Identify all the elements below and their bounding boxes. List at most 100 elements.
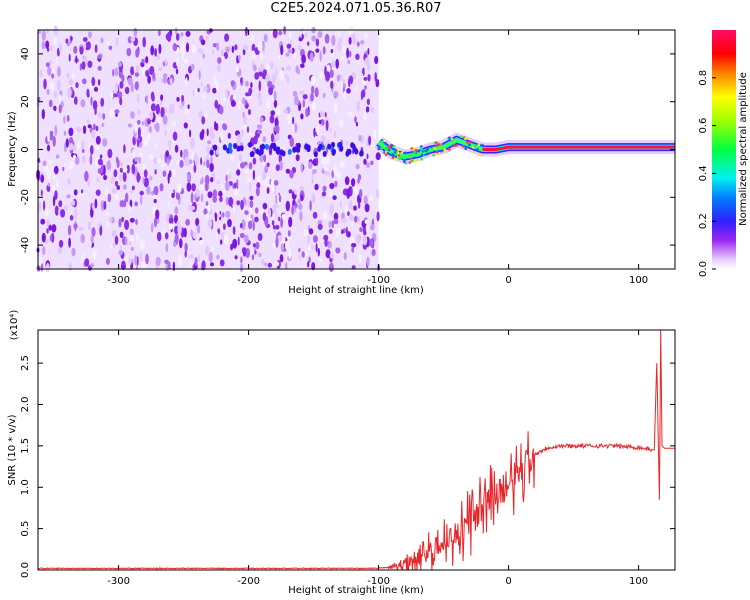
noise-band-speck [327,143,332,150]
noise-speck [46,144,51,152]
signal-speck [384,150,388,153]
noise-speck [192,231,197,239]
noise-speck [49,234,53,242]
noise-speck [238,54,241,61]
noise-speck [353,215,358,223]
noise-speck [295,65,299,74]
noise-speck [318,257,323,262]
signal-speck [412,147,416,151]
noise-speck [201,176,204,184]
noise-speck [158,43,162,55]
noise-speck [299,90,305,96]
noise-speck [95,145,100,150]
signal-speck [393,148,396,151]
noise-speck [321,154,327,166]
noise-speck [258,80,262,92]
noise-speck [325,146,329,154]
colorbar-tick-label: 0.8 [698,70,709,86]
y-tick-label: 0 [20,146,31,152]
noise-speck [146,185,151,195]
noise-speck [236,134,242,143]
noise-speck [355,85,358,91]
noise-speck [44,239,49,245]
noise-speck [293,52,297,59]
noise-speck [347,211,350,217]
signal-speck [387,148,391,152]
noise-speck [212,76,217,85]
noise-speck [251,43,256,53]
signal-speck [397,154,401,157]
noise-speck [168,261,171,270]
noise-speck [309,52,314,63]
noise-speck [348,37,352,45]
noise-speck [119,231,124,238]
noise-speck [161,230,165,238]
noise-speck [119,81,124,89]
noise-speck [309,200,312,212]
noise-speck [145,253,149,265]
colorbar-label: Normalized spectral amplitude [738,72,749,226]
noise-speck [190,63,195,71]
signal-speck [402,157,406,160]
noise-speck [137,127,141,138]
noise-speck [262,202,268,210]
noise-speck [175,32,180,41]
noise-speck [297,45,302,51]
noise-speck [97,158,103,166]
noise-speck [301,251,305,258]
noise-speck [190,138,195,149]
noise-speck [219,196,223,203]
noise-speck [82,125,87,134]
noise-speck [236,169,241,176]
noise-speck [158,29,161,37]
noise-speck [168,146,171,151]
y-tick-label: 20 [20,95,31,108]
noise-speck [172,261,176,272]
noise-speck [153,157,159,165]
noise-speck [123,199,127,208]
noise-speck [359,227,363,233]
noise-speck [149,154,154,160]
noise-speck [100,167,104,174]
noise-speck [81,61,86,70]
noise-speck [262,136,267,143]
y-tick-label: 1.5 [20,438,31,454]
signal-speck [411,150,414,154]
signal-speck [403,160,406,163]
noise-speck [128,205,131,210]
noise-speck [81,148,85,153]
noise-speck [95,189,101,196]
noise-speck [94,198,98,209]
noise-speck [212,49,215,56]
noise-speck [44,207,49,217]
noise-speck [240,129,244,138]
noise-speck [212,195,217,203]
y-tick-label: 2.0 [20,397,31,413]
noise-speck [58,200,63,208]
noise-speck [291,116,295,125]
noise-speck [68,53,71,62]
signal-speck [425,152,429,156]
noise-speck [248,162,253,170]
noise-speck [194,257,198,267]
noise-speck [99,154,103,159]
noise-speck [170,158,173,166]
noise-speck [365,223,369,234]
noise-speck [349,186,353,196]
noise-speck [195,217,200,227]
signal-speck [438,143,441,146]
noise-speck [225,210,231,219]
x-tick-label: 100 [629,576,648,587]
signal-speck [393,151,397,154]
noise-speck [339,160,345,169]
noise-speck [329,203,335,214]
noise-speck [263,154,267,163]
signal-speck [420,145,423,148]
noise-band-speck [213,144,218,151]
noise-speck [185,42,190,53]
noise-speck [369,195,374,201]
x-tick-label: -300 [107,275,130,286]
noise-speck [364,85,367,90]
noise-speck [206,35,209,42]
noise-speck [356,41,360,47]
